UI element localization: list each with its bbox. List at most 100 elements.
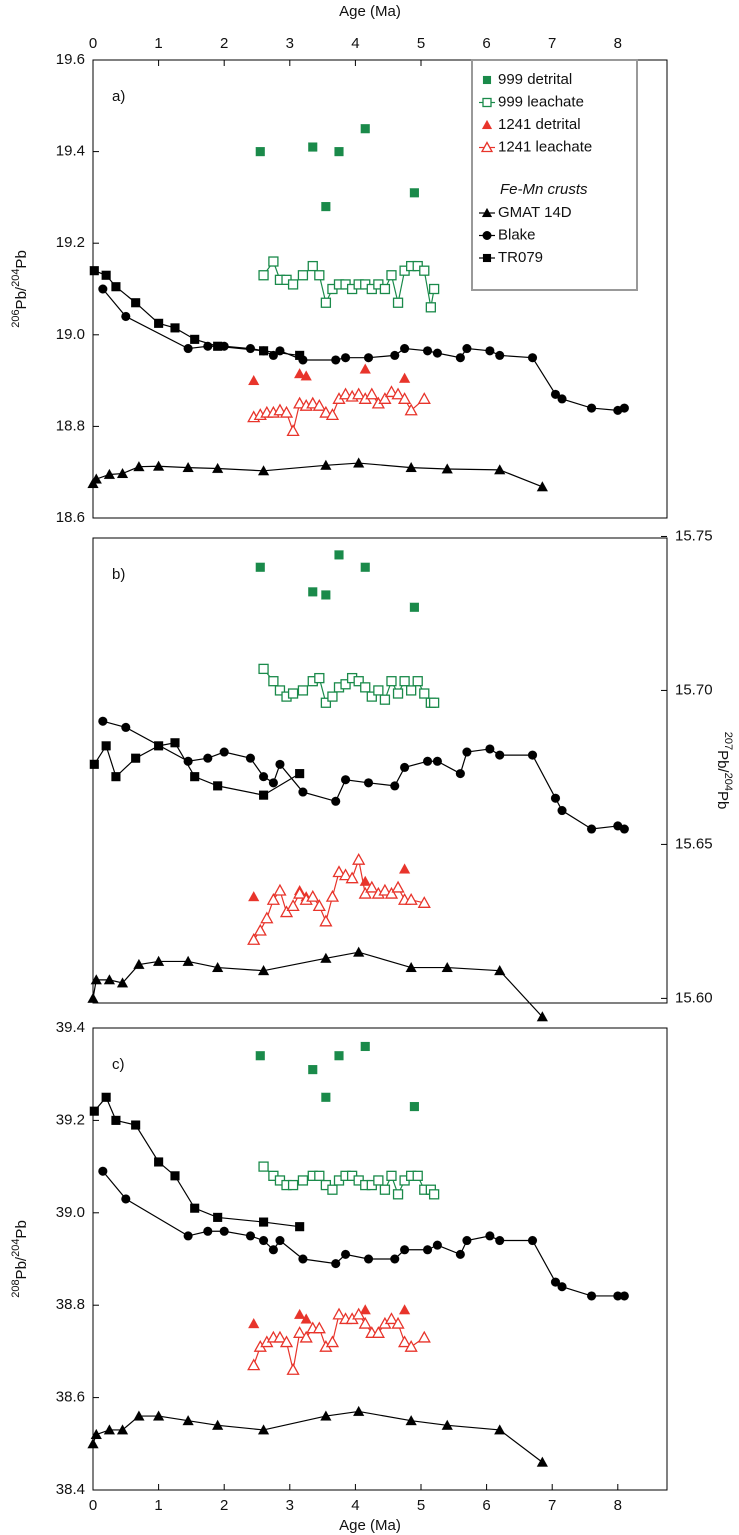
marker-circle [259, 772, 269, 782]
marker-triangle [248, 374, 260, 386]
marker-triangle [352, 1307, 366, 1320]
marker-circle [527, 750, 538, 760]
marker-triangle [312, 899, 326, 912]
marker-circle [485, 744, 495, 754]
marker-square [101, 741, 111, 751]
x-tick-label: 6 [482, 1497, 490, 1514]
marker-square [111, 282, 121, 292]
marker-triangle [417, 392, 431, 404]
series [89, 266, 305, 360]
legend-marker [482, 97, 492, 108]
marker-square [353, 676, 364, 687]
marker-triangle [294, 368, 306, 379]
marker-circle [432, 1240, 442, 1250]
marker-circle [363, 353, 374, 363]
marker-triangle [494, 464, 506, 475]
series [89, 738, 305, 800]
marker-square [419, 265, 430, 276]
marker-circle [462, 747, 472, 757]
marker-triangle [293, 396, 307, 409]
series-line [93, 742, 300, 796]
marker-triangle [405, 1415, 417, 1426]
marker-triangle [260, 911, 274, 924]
marker-triangle [212, 961, 224, 973]
marker-triangle [359, 875, 371, 886]
x-axis-label: Age (Ma) [339, 1517, 401, 1534]
marker-triangle [153, 1410, 165, 1421]
y-tick-label: 38.8 [56, 1296, 85, 1313]
series [248, 1304, 411, 1329]
marker-triangle [116, 467, 129, 479]
x-tick-label: 3 [286, 1497, 294, 1514]
marker-square [373, 685, 384, 696]
marker-square [409, 602, 419, 612]
marker-square [297, 1175, 309, 1186]
marker-triangle [353, 946, 365, 957]
marker-circle [183, 343, 193, 354]
marker-square [131, 753, 141, 763]
marker-circle [268, 778, 278, 788]
marker-triangle [273, 1330, 287, 1343]
marker-triangle [325, 889, 340, 902]
marker-square [334, 550, 344, 560]
marker-triangle [133, 958, 145, 969]
marker-triangle [391, 387, 405, 400]
y-tick-label: 15.60 [675, 989, 713, 1006]
marker-triangle [332, 1307, 346, 1320]
x-tick-label: 5 [417, 35, 425, 52]
marker-triangle [365, 880, 379, 893]
marker-circle [298, 787, 308, 797]
legend-label: 999 detrital [498, 71, 572, 88]
marker-square [320, 697, 332, 708]
marker-circle [587, 824, 597, 834]
series [258, 663, 440, 708]
series [98, 1166, 629, 1301]
marker-triangle [182, 1415, 194, 1426]
marker-square [366, 691, 377, 702]
marker-triangle [103, 1424, 115, 1435]
plot-frame [92, 59, 668, 519]
marker-square [268, 676, 279, 687]
marker-triangle [338, 868, 353, 881]
marker-square [379, 1184, 391, 1195]
x-tick-label: 6 [482, 35, 490, 52]
marker-triangle [358, 1316, 372, 1329]
series [98, 716, 629, 834]
y-tick-label: 19.0 [56, 326, 85, 343]
marker-triangle [378, 392, 392, 404]
series [258, 1161, 440, 1200]
legend-box [471, 59, 638, 291]
marker-circle [183, 1231, 193, 1241]
panel-label: c) [112, 1056, 125, 1073]
marker-circle [245, 753, 255, 763]
marker-triangle [417, 896, 431, 908]
marker-circle [275, 759, 285, 769]
marker-circle [298, 1254, 308, 1264]
marker-square [399, 676, 410, 687]
marker-triangle [384, 886, 399, 899]
marker-square [101, 270, 111, 280]
marker-triangle [300, 370, 312, 381]
marker-triangle [494, 1424, 506, 1435]
marker-square [340, 679, 351, 690]
marker-triangle [353, 1405, 365, 1416]
x-tick-label: 4 [351, 35, 359, 52]
x-tick-label: 0 [89, 35, 97, 52]
series [87, 946, 548, 1022]
marker-circle [423, 756, 433, 766]
legend-marker [481, 119, 493, 130]
marker-triangle [279, 905, 294, 918]
marker-triangle [441, 1419, 453, 1430]
marker-square [111, 772, 121, 782]
marker-triangle [273, 403, 287, 416]
marker-triangle [325, 408, 340, 421]
marker-square [428, 1189, 440, 1200]
marker-square [170, 323, 180, 333]
marker-square [258, 270, 269, 281]
marker-triangle [90, 974, 102, 985]
marker-triangle [286, 1363, 300, 1375]
marker-triangle [103, 974, 115, 985]
marker-circle [259, 1235, 269, 1246]
legend: 999 detrital 999 leachate 1241 detrital 124… [471, 59, 638, 291]
